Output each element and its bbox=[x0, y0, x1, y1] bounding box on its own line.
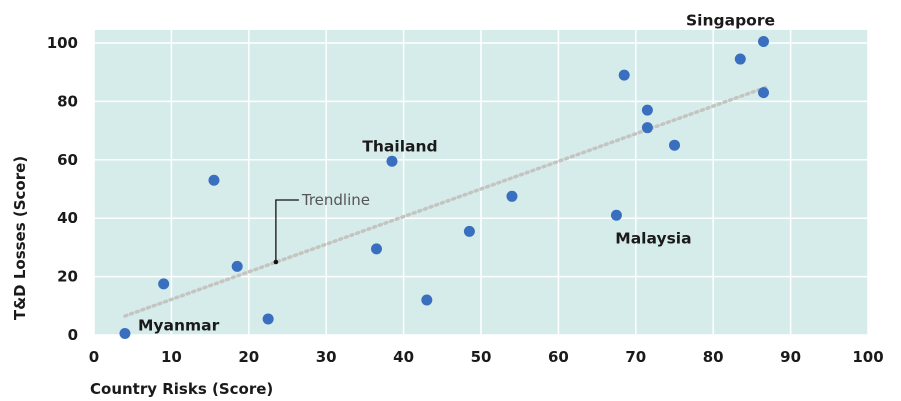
x-tick-label: 60 bbox=[548, 348, 569, 366]
data-point bbox=[262, 313, 274, 325]
data-point bbox=[231, 260, 243, 272]
y-tick-label: 100 bbox=[47, 34, 78, 52]
data-point bbox=[641, 122, 653, 134]
data-point bbox=[208, 174, 220, 186]
data-point bbox=[641, 104, 653, 116]
data-point bbox=[371, 243, 383, 255]
y-tick-label: 0 bbox=[68, 326, 78, 344]
trendline-label: Trendline bbox=[301, 191, 370, 209]
data-point bbox=[421, 294, 433, 306]
data-point bbox=[758, 87, 770, 99]
x-tick-labels: 0 10 20 30 40 50 60 70 80 90 100 bbox=[89, 348, 884, 366]
data-point bbox=[119, 328, 131, 340]
data-point bbox=[734, 53, 746, 65]
x-tick-label: 10 bbox=[161, 348, 182, 366]
y-tick-label: 40 bbox=[57, 209, 78, 227]
x-tick-label: 20 bbox=[238, 348, 259, 366]
data-point bbox=[463, 225, 475, 237]
data-point bbox=[158, 278, 170, 290]
trendline bbox=[123, 85, 770, 318]
x-tick-label: 100 bbox=[852, 348, 883, 366]
trendline-leader bbox=[275, 199, 299, 262]
trendline-group: Trendline bbox=[123, 85, 770, 318]
x-tick-label: 0 bbox=[89, 348, 99, 366]
x-tick-label: 40 bbox=[393, 348, 414, 366]
x-axis-label: Country Risks (Score) bbox=[90, 380, 273, 398]
point-label: Myanmar bbox=[138, 317, 220, 335]
x-tick-label: 70 bbox=[625, 348, 646, 366]
y-tick-label: 80 bbox=[57, 92, 78, 110]
x-tick-label: 90 bbox=[780, 348, 801, 366]
grid-lines bbox=[93, 30, 869, 336]
data-point bbox=[386, 155, 398, 167]
point-labels: Myanmar Thailand Malaysia Singapore bbox=[138, 12, 775, 335]
point-label: Singapore bbox=[686, 12, 775, 30]
y-tick-labels: 0 20 40 60 80 100 bbox=[47, 34, 78, 344]
x-tick-label: 50 bbox=[471, 348, 492, 366]
data-point bbox=[758, 36, 770, 48]
point-label: Thailand bbox=[362, 137, 437, 155]
data-point bbox=[669, 139, 680, 151]
data-point bbox=[610, 209, 622, 221]
data-points bbox=[119, 36, 770, 340]
data-point bbox=[618, 69, 630, 81]
y-axis-label: T&D Losses (Score) bbox=[11, 156, 29, 320]
y-tick-label: 20 bbox=[57, 268, 78, 286]
trendline-leader-dot bbox=[273, 259, 279, 265]
point-label: Malaysia bbox=[615, 229, 691, 247]
x-tick-label: 30 bbox=[316, 348, 337, 366]
y-tick-label: 60 bbox=[57, 151, 78, 169]
x-tick-label: 80 bbox=[703, 348, 724, 366]
data-point bbox=[506, 190, 518, 202]
